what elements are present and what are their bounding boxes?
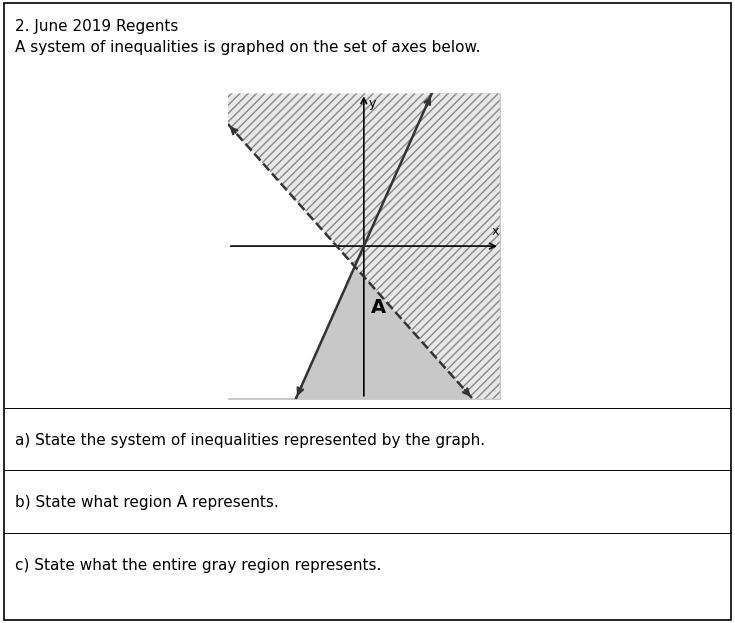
Text: b) State what region A represents.: b) State what region A represents. xyxy=(15,495,279,510)
Text: a) State the system of inequalities represented by the graph.: a) State the system of inequalities repr… xyxy=(15,433,485,448)
Text: A: A xyxy=(371,298,387,316)
Text: c) State what the entire gray region represents.: c) State what the entire gray region rep… xyxy=(15,558,381,573)
Text: x: x xyxy=(492,226,499,239)
Text: 2. June 2019 Regents: 2. June 2019 Regents xyxy=(15,19,178,34)
Text: A system of inequalities is graphed on the set of axes below.: A system of inequalities is graphed on t… xyxy=(15,40,480,55)
Text: y: y xyxy=(369,97,376,110)
